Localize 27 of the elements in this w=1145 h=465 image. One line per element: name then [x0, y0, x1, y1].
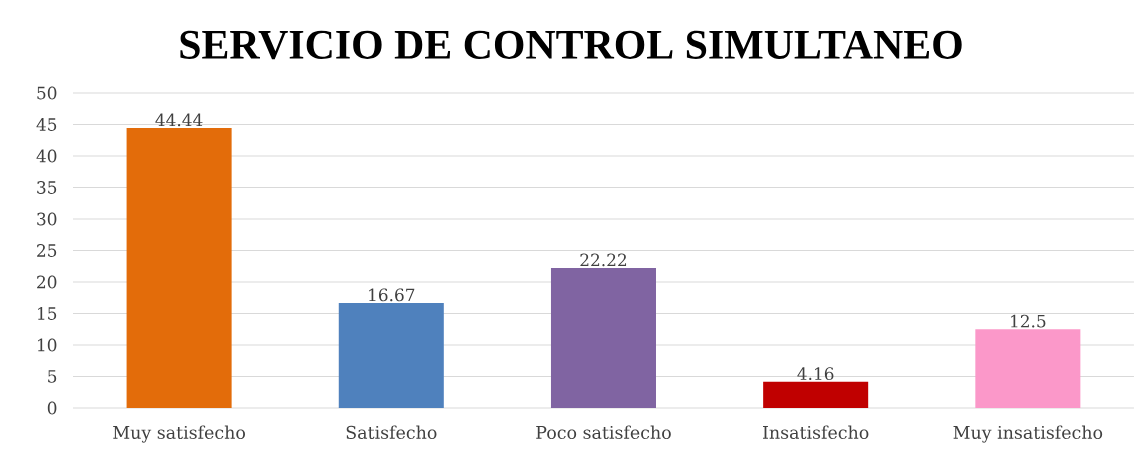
bar — [550, 268, 656, 408]
x-tick-label: Muy satisfecho — [113, 425, 246, 443]
y-tick-label: 45 — [36, 118, 57, 131]
x-tick-label: Muy insatisfecho — [953, 425, 1103, 443]
chart-title: SERVICIO DE CONTROL SIMULTANEO — [180, 30, 962, 60]
bar — [338, 302, 444, 408]
x-tick-label: Poco satisfecho — [536, 425, 671, 439]
y-tick-label: 35 — [37, 181, 57, 194]
y-tick-label: 10 — [38, 338, 57, 352]
y-tick-label: 5 — [48, 370, 57, 383]
data-label: 22.22 — [580, 253, 627, 267]
bar — [975, 329, 1081, 408]
y-tick-label: 40 — [36, 149, 57, 163]
data-label: 16.67 — [369, 288, 415, 302]
y-tick-label: 20 — [37, 275, 57, 289]
y-tick-label: 15 — [38, 307, 57, 320]
x-tick-label: Insatisfecho — [763, 425, 869, 439]
y-tick-label: 50 — [37, 86, 57, 100]
data-label: 44.44 — [155, 113, 203, 127]
y-tick-label: 25 — [37, 244, 57, 257]
y-tick-label: 0 — [47, 401, 57, 415]
data-label: 4.16 — [797, 367, 834, 381]
bar — [763, 381, 869, 408]
x-tick-label: Satisfecho — [346, 425, 437, 439]
bar — [126, 128, 232, 408]
data-label: 12.5 — [1011, 314, 1046, 328]
y-tick-label: 30 — [37, 212, 57, 226]
